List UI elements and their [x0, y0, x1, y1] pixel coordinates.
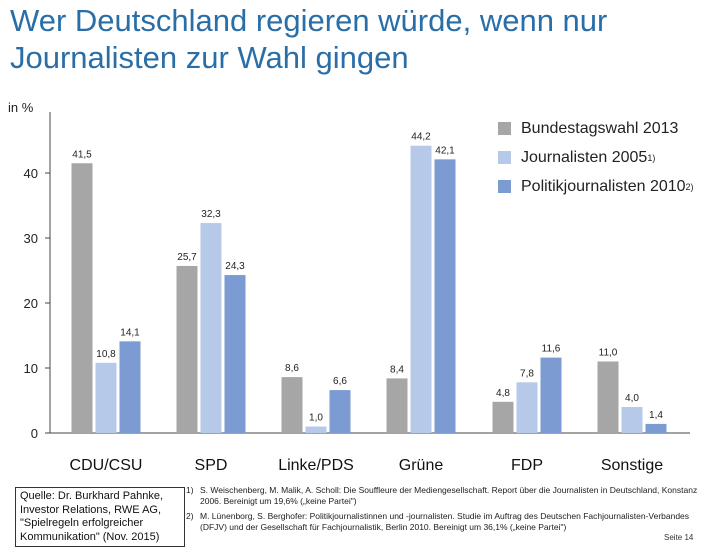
y-tick-label: 30: [24, 231, 38, 246]
data-label: 1,4: [649, 410, 663, 421]
y-tick-label: 20: [24, 296, 38, 311]
title-line-1: Wer Deutschland regieren würde, wenn nur: [10, 3, 608, 38]
footnote-text: S. Weischenberg, M. Malik, A. Scholl: Di…: [200, 485, 698, 506]
bar: [516, 382, 538, 433]
title-line-2: Journalisten zur Wahl gingen: [10, 40, 409, 75]
bar-chart: in % 0 10 20 30 40 CDU/CSU SPD Linke/PDS Grüne FD…: [8, 100, 690, 474]
x-tick-label: Linke/PDS: [278, 457, 354, 474]
bar: [386, 378, 408, 433]
data-label: 41,5: [72, 149, 92, 160]
y-tick-label: 40: [24, 166, 38, 181]
bar: [410, 145, 432, 433]
data-label: 8,4: [390, 364, 404, 375]
bar: [540, 357, 562, 433]
legend-swatch: [498, 180, 511, 193]
footnotes: 1) S. Weischenberg, M. Malik, A. Scholl:…: [186, 485, 706, 537]
legend-item: Journalisten 2005 1): [498, 143, 694, 172]
bar: [200, 223, 222, 433]
data-label: 6,6: [333, 376, 347, 387]
legend-label: Bundestagswahl 2013: [521, 119, 679, 137]
data-label: 4,0: [625, 393, 639, 404]
legend-item: Politikjournalisten 2010 2): [498, 172, 694, 201]
legend-swatch: [498, 151, 511, 164]
legend-label: Journalisten 2005: [521, 148, 648, 166]
footnote-ref: 2): [685, 181, 694, 192]
bar: [224, 275, 246, 433]
data-label: 1,0: [309, 413, 323, 424]
legend: Bundestagswahl 2013 Journalisten 2005 1) …: [498, 114, 694, 201]
legend-swatch: [498, 122, 511, 135]
bar: [329, 390, 351, 433]
x-tick-label: Grüne: [399, 457, 444, 474]
data-label: 14,1: [120, 327, 140, 338]
x-tick-label: Sonstige: [601, 457, 663, 474]
bar: [176, 265, 198, 433]
bar: [71, 163, 93, 433]
chart-title: Wer Deutschland regieren würde, wenn nur…: [10, 2, 607, 76]
footnote-ref: 1): [647, 152, 656, 163]
bar: [645, 423, 667, 433]
bar: [281, 377, 303, 433]
data-label: 8,6: [285, 363, 299, 374]
y-axis-label: in %: [8, 100, 34, 115]
data-label: 7,8: [520, 368, 534, 379]
bar: [434, 159, 456, 433]
y-tick-label: 10: [24, 361, 38, 376]
data-label: 42,1: [435, 145, 455, 156]
x-tick-label: SPD: [195, 457, 228, 474]
source-box: Quelle: Dr. Burkhard Pahnke, Investor Re…: [15, 487, 185, 547]
data-label: 32,3: [201, 209, 221, 220]
data-label: 10,8: [96, 349, 116, 360]
footnote: 2) M. Lünenborg, S. Berghofer: Politikjo…: [186, 511, 706, 533]
page-number: Seite 14: [664, 533, 694, 542]
bar: [305, 426, 327, 433]
data-label: 44,2: [411, 132, 431, 143]
y-tick-label: 0: [31, 426, 38, 441]
legend-item: Bundestagswahl 2013: [498, 114, 694, 143]
legend-label: Politikjournalisten 2010: [521, 177, 686, 195]
data-label: 25,7: [177, 252, 197, 263]
x-tick-label: FDP: [511, 457, 543, 474]
footnote-number: 2): [186, 511, 194, 521]
footnote-text: M. Lünenborg, S. Berghofer: Politikjourn…: [200, 511, 690, 532]
bar: [492, 401, 514, 433]
bar: [621, 407, 643, 433]
footnote: 1) S. Weischenberg, M. Malik, A. Scholl:…: [186, 485, 706, 507]
bar: [119, 341, 141, 433]
footnote-number: 1): [186, 485, 194, 495]
bar: [597, 361, 619, 433]
bar: [95, 362, 117, 433]
data-label: 4,8: [496, 388, 510, 399]
data-label: 11,0: [599, 348, 618, 359]
data-label: 24,3: [225, 261, 245, 272]
x-tick-label: CDU/CSU: [70, 457, 143, 474]
data-label: 11,6: [542, 344, 561, 355]
